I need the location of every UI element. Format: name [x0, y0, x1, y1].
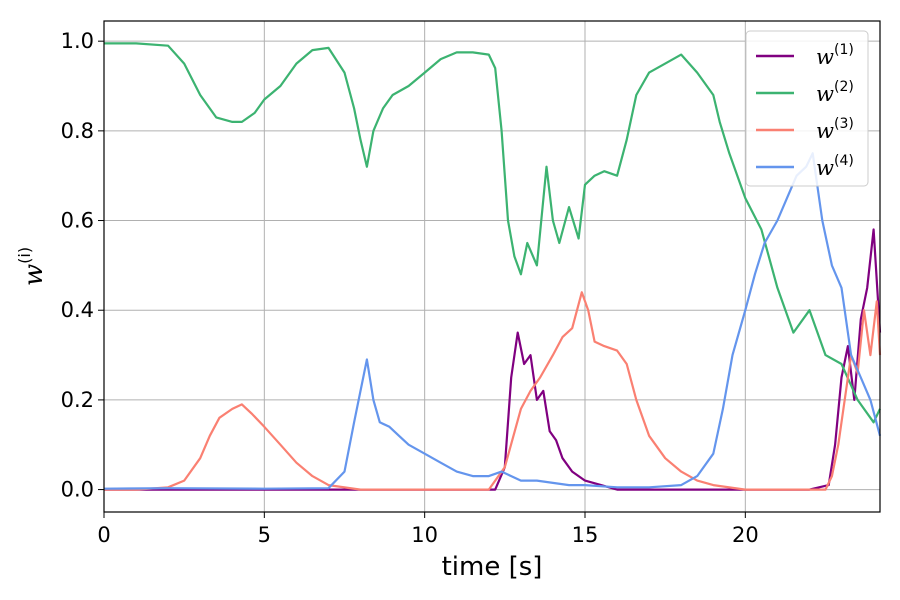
legend-label-base: w [816, 119, 834, 143]
series-line-3 [104, 291, 882, 491]
x-tick-label: 0 [97, 523, 110, 547]
legend-label-sup: (1) [834, 42, 854, 58]
x-tick-label: 5 [258, 523, 271, 547]
x-tick-label: 20 [732, 523, 759, 547]
series-line-1 [104, 228, 882, 491]
legend-label: w(2) [816, 79, 854, 106]
y-tick-label: 0.8 [61, 119, 94, 143]
tick-layer: 0 5 10 15 20 0.0 0.2 0.4 0.6 0.8 1.0 [61, 29, 759, 547]
x-axis-label: time [s] [442, 552, 543, 582]
series-line-2 [104, 42, 881, 424]
legend-label: w(3) [816, 116, 854, 143]
legend-label-base: w [816, 45, 834, 69]
legend-label: w(4) [816, 153, 854, 180]
y-tick-label: 0.4 [61, 298, 94, 322]
legend-label-sup: (3) [834, 116, 854, 132]
y-tick-label: 1.0 [61, 29, 94, 53]
legend-label-base: w [816, 156, 834, 180]
series-line-4 [103, 152, 882, 490]
y-tick-label: 0.0 [61, 478, 94, 502]
y-tick-label: 0.2 [61, 388, 94, 412]
legend-box [745, 30, 869, 187]
y-axis-label-sup: (i) [15, 247, 34, 264]
y-tick-label: 0.6 [61, 209, 94, 233]
y-axis-label: w(i) [15, 247, 49, 286]
legend: w(1)w(2)w(3)w(4) [745, 30, 869, 187]
legend-label-base: w [816, 82, 834, 106]
plot-frame [103, 20, 881, 513]
x-tick-label: 10 [411, 523, 438, 547]
legend-label: w(1) [816, 42, 854, 69]
legend-label-sup: (2) [834, 79, 854, 95]
x-tick-label: 15 [572, 523, 599, 547]
legend-label-sup: (4) [834, 153, 854, 169]
y-axis-label-base: w [19, 264, 49, 286]
